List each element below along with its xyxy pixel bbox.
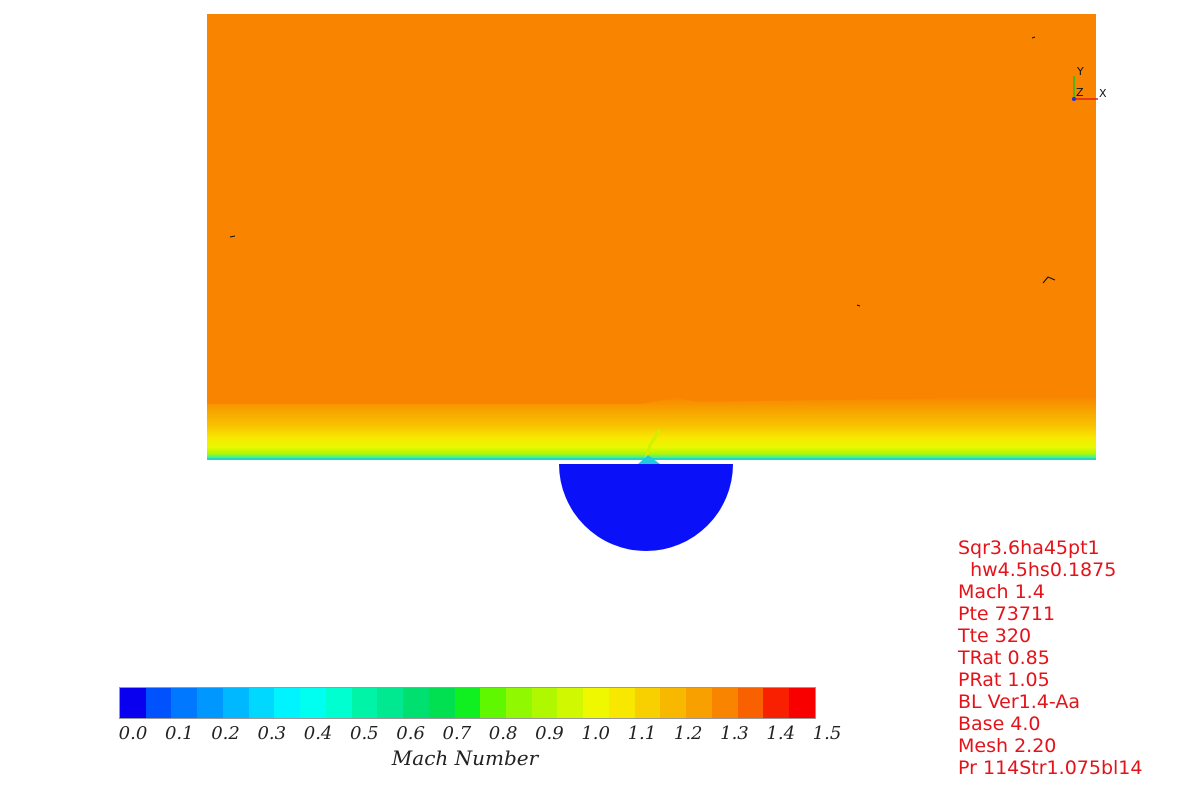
- colorbar-segment: [686, 688, 712, 718]
- run-info-line: PRat 1.05: [958, 669, 1050, 691]
- colorbar-segment: [197, 688, 223, 718]
- colorbar-segment: [737, 688, 764, 718]
- speck-mark: [856, 304, 861, 307]
- colorbar-tick-label: 0.6: [396, 723, 425, 744]
- x-axis-label: X: [1099, 87, 1107, 100]
- run-info-line: Tte 320: [958, 625, 1032, 647]
- cylinder-region: [559, 464, 733, 551]
- colorbar-tick-label: 1.2: [673, 723, 703, 744]
- colorbar-segment: [583, 688, 609, 718]
- colorbar-segment: [120, 688, 146, 718]
- colorbar-tick-label: 0.3: [257, 723, 287, 744]
- run-info-panel: Sqr3.6ha45pt1 hw4.5hs0.1875 Mach 1.4 Pte 7…: [958, 537, 1198, 779]
- colorbar-tick-label: 0.9: [535, 723, 564, 744]
- colorbar-segment: [403, 688, 429, 718]
- run-info-line: Pte 73711: [958, 603, 1056, 625]
- run-info-line: Base 4.0: [958, 713, 1041, 735]
- speck-mark: [229, 235, 236, 238]
- colorbar-segment: [711, 688, 738, 718]
- colorbar-segment: [763, 688, 790, 718]
- colorbar-segment: [789, 688, 815, 718]
- colorbar-tick-label: 0.4: [303, 723, 333, 744]
- colorbar-tick-label: 1.3: [720, 723, 749, 744]
- boundary-layer-region: [207, 396, 1096, 460]
- speck-mark: [1031, 36, 1036, 39]
- run-info-line: BL Ver1.4-Aa: [958, 691, 1080, 713]
- run-info-line: Mesh 2.20: [958, 735, 1057, 757]
- y-axis-label: Y: [1077, 65, 1084, 78]
- colorbar-tick-label: 0.0: [118, 723, 148, 744]
- colorbar-segment: [325, 688, 352, 718]
- run-info-line: hw4.5hs0.1875: [958, 559, 1117, 581]
- colorbar-tick-label: 0.2: [211, 723, 240, 744]
- colorbar-tick-label: 0.5: [350, 723, 379, 744]
- colorbar-segment: [634, 688, 661, 718]
- colorbar-title: Mach Number: [391, 746, 539, 770]
- colorbar-tick-label: 1.1: [627, 723, 657, 744]
- colorbar-tick-label: 1.0: [581, 723, 610, 744]
- axis-triad: Y Z X: [1062, 62, 1112, 107]
- colorbar-segment: [145, 688, 172, 718]
- colorbar-segment: [248, 688, 275, 718]
- colorbar-segment: [428, 688, 455, 718]
- colorbar-segment: [480, 688, 507, 718]
- colorbar-segment: [351, 688, 378, 718]
- run-info-line: Mach 1.4: [958, 581, 1045, 603]
- colorbar-tick-label: 0.7: [442, 723, 472, 744]
- colorbar-segment: [454, 688, 481, 718]
- colorbar-tick-label: 1.4: [766, 723, 796, 744]
- run-info-line: Sqr3.6ha45pt1: [958, 537, 1100, 559]
- colorbar-segment: [377, 688, 404, 718]
- colorbar-tick-label: 0.1: [164, 723, 194, 744]
- run-info-line: TRat 0.85: [958, 647, 1050, 669]
- colorbar-ticks: 0.0 0.1 0.2 0.3 0.4 0.5 0.6 0.7 0.8 0.9 1.0 1.1 1.2 1…: [105, 723, 845, 745]
- axis-triad-lines: [1072, 76, 1098, 101]
- colorbar-segment: [506, 688, 532, 718]
- cylinder-notch: [638, 455, 660, 464]
- colorbar-tick-label: 1.5: [812, 723, 842, 744]
- mach-colorbar: [119, 687, 816, 719]
- colorbar-segment: [222, 688, 249, 718]
- colorbar-segment: [274, 688, 301, 718]
- colorbar-segment: [660, 688, 687, 718]
- colorbar-segment: [531, 688, 558, 718]
- colorbar-tick-label: 0.8: [488, 723, 518, 744]
- colorbar-segment: [300, 688, 326, 718]
- colorbar-segment: [557, 688, 584, 718]
- z-axis-label: Z: [1076, 86, 1084, 99]
- run-info-line: Pr 114Str1.075bl14: [958, 757, 1143, 779]
- speck-mark: [1042, 276, 1056, 284]
- colorbar-segment: [171, 688, 198, 718]
- freestream-region: [207, 14, 1096, 406]
- colorbar-segment: [608, 688, 635, 718]
